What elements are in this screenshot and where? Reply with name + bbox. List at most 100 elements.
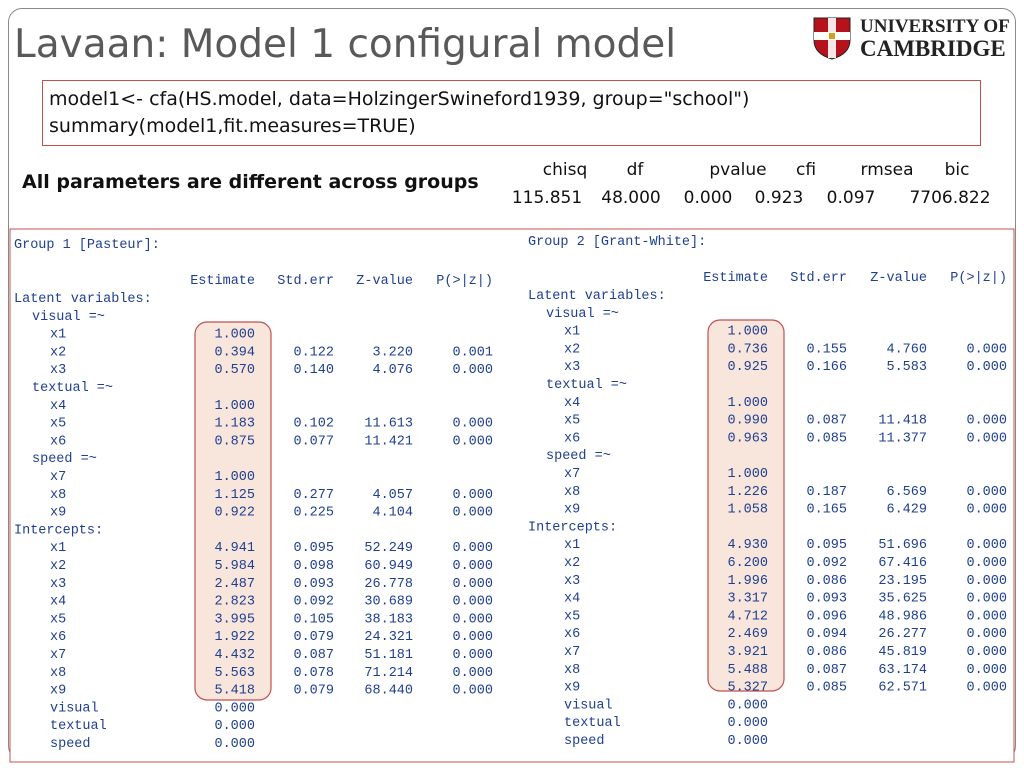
row-value: 1.226 — [727, 485, 768, 500]
row-value: 0.000 — [966, 574, 1007, 589]
row-value: 2.469 — [727, 627, 768, 642]
row-label: textual — [564, 716, 621, 731]
block-title: textual =~ — [546, 378, 627, 393]
row-value: 0.000 — [452, 612, 493, 627]
section-title: Latent variables: — [14, 292, 152, 307]
row-label: x3 — [564, 574, 580, 589]
row-value: 0.096 — [806, 609, 847, 624]
fit-header: bic — [944, 160, 970, 180]
row-value: 0.165 — [806, 503, 847, 518]
row-label: textual — [50, 719, 107, 734]
row-value: 11.613 — [364, 417, 413, 432]
block-title: textual =~ — [32, 381, 113, 396]
fit-value: 48.000 — [601, 188, 661, 208]
row-value: 60.949 — [364, 559, 413, 574]
row-value: 0.187 — [806, 485, 847, 500]
row-value: 2.487 — [214, 577, 255, 592]
row-value: 0.092 — [806, 556, 847, 571]
row-value: 67.416 — [878, 556, 927, 571]
row-label: x6 — [50, 630, 66, 645]
row-label: x5 — [50, 417, 66, 432]
row-label: x6 — [564, 627, 580, 642]
row-value: 4.104 — [372, 506, 413, 521]
row-value: 0.000 — [966, 503, 1007, 518]
row-value: 0.102 — [293, 417, 334, 432]
row-label: visual — [50, 701, 99, 716]
row-value: 0.098 — [293, 559, 334, 574]
section-title: Intercepts: — [528, 520, 617, 535]
row-value: 0.000 — [452, 595, 493, 610]
row-value: 5.984 — [214, 559, 255, 574]
row-value: 0.140 — [293, 363, 334, 378]
row-value: 0.000 — [214, 737, 255, 752]
block-title: speed =~ — [546, 449, 611, 464]
row-label: x1 — [564, 538, 580, 553]
slide-title: Lavaan: Model 1 configural model — [14, 22, 677, 67]
column-header: Estimate — [190, 274, 255, 289]
logo-shield — [813, 17, 851, 60]
row-value: 1.125 — [214, 488, 255, 503]
row-value: 0.000 — [452, 648, 493, 663]
row-value: 0.093 — [293, 577, 334, 592]
row-value: 0.394 — [214, 345, 255, 360]
row-value: 0.086 — [806, 574, 847, 589]
row-value: 3.317 — [727, 592, 768, 607]
row-value: 6.200 — [727, 556, 768, 571]
row-value: 0.000 — [214, 701, 255, 716]
row-value: 0.000 — [452, 434, 493, 449]
row-value: 0.000 — [452, 417, 493, 432]
row-label: x7 — [564, 467, 580, 482]
row-label: x2 — [564, 556, 580, 571]
row-label: x6 — [50, 434, 66, 449]
row-value: 26.277 — [878, 627, 927, 642]
row-label: x8 — [564, 485, 580, 500]
row-value: 0.000 — [966, 556, 1007, 571]
row-value: 0.000 — [452, 684, 493, 699]
row-value: 3.921 — [727, 645, 768, 660]
row-label: x8 — [50, 488, 66, 503]
row-value: 0.085 — [806, 431, 847, 446]
row-value: 45.819 — [878, 645, 927, 660]
row-value: 0.000 — [966, 609, 1007, 624]
code-line: summary(model1,fit.measures=TRUE) — [49, 115, 416, 137]
row-value: 0.094 — [806, 627, 847, 642]
fit-value: 0.923 — [754, 188, 804, 208]
row-label: x4 — [564, 396, 580, 411]
fit-value: 0.097 — [826, 188, 876, 208]
row-value: 0.077 — [293, 434, 334, 449]
row-label: x7 — [50, 648, 66, 663]
row-label: x7 — [50, 470, 66, 485]
row-value: 26.778 — [364, 577, 413, 592]
row-value: 48.986 — [878, 609, 927, 624]
row-value: 0.000 — [966, 681, 1007, 696]
row-label: x1 — [50, 541, 66, 556]
note: All parameters are different across grou… — [22, 171, 479, 193]
row-value: 0.000 — [452, 666, 493, 681]
row-value: 6.429 — [886, 503, 927, 518]
row-label: x3 — [50, 363, 66, 378]
row-label: x9 — [564, 503, 580, 518]
row-value: 71.214 — [364, 666, 413, 681]
fit-header: pvalue — [709, 160, 767, 180]
row-value: 1.000 — [727, 396, 768, 411]
row-value: 0.001 — [452, 345, 493, 360]
column-header: P(>|z|) — [950, 271, 1007, 286]
row-value: 11.418 — [878, 414, 927, 429]
row-value: 51.696 — [878, 538, 927, 553]
row-value: 0.000 — [966, 485, 1007, 500]
row-label: x8 — [50, 666, 66, 681]
row-value: 0.085 — [806, 681, 847, 696]
row-value: 35.625 — [878, 592, 927, 607]
column-header: Std.err — [790, 271, 847, 286]
row-label: x4 — [50, 399, 66, 414]
row-label: x8 — [564, 663, 580, 678]
row-value: 5.583 — [886, 360, 927, 375]
row-value: 51.181 — [364, 648, 413, 663]
row-value: 0.000 — [452, 559, 493, 574]
code-box: model1<- cfa(HS.model, data=HolzingerSwi… — [42, 80, 981, 146]
row-value: 1.000 — [214, 470, 255, 485]
row-value: 0.000 — [966, 592, 1007, 607]
row-value: 38.183 — [364, 612, 413, 627]
row-value: 0.000 — [727, 716, 768, 731]
